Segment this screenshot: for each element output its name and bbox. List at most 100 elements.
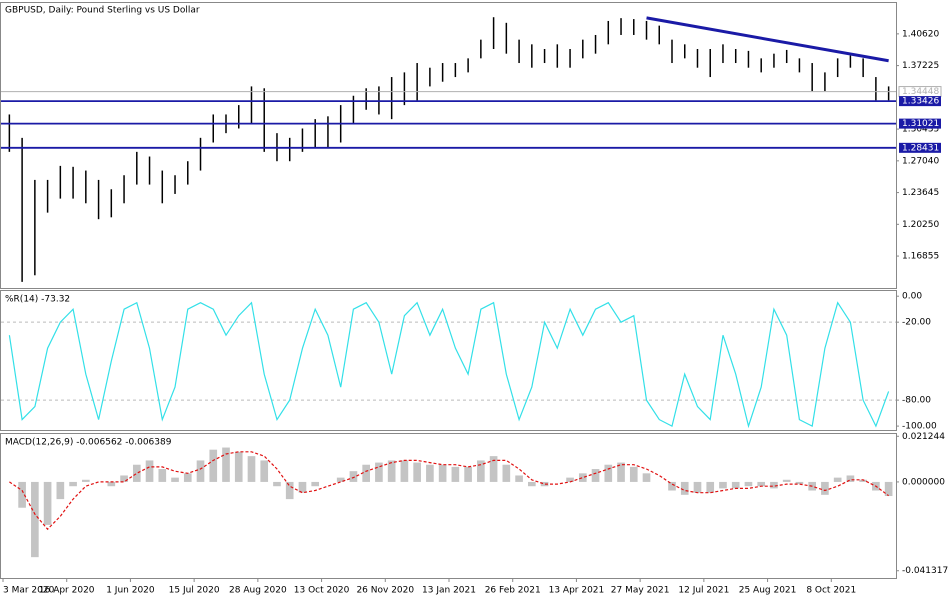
- level-label: 1.31021: [902, 119, 939, 129]
- macd-bar: [196, 460, 205, 482]
- macd-bar: [362, 464, 370, 482]
- x-tick-label: 26 Feb 2021: [485, 586, 541, 596]
- macd-bar: [209, 449, 218, 482]
- macd-bar: [298, 481, 307, 493]
- x-tick-label: 13 Oct 2020: [294, 586, 350, 596]
- macd-bar: [43, 481, 52, 525]
- x-tick-label: 28 Aug 2020: [229, 586, 287, 596]
- level-box: [899, 142, 941, 153]
- level-label: 1.33426: [902, 97, 939, 107]
- x-tick-label: 25 Aug 2021: [739, 586, 797, 596]
- y-tick-label: 1.30435: [902, 125, 939, 135]
- macd-bar: [375, 462, 383, 482]
- macd-bar: [515, 475, 523, 482]
- macd-bar: [528, 481, 536, 487]
- macd-bar: [731, 481, 740, 489]
- wpr-title: %R(14) -73.32: [5, 295, 70, 305]
- macd-bar: [604, 464, 613, 482]
- macd-bar: [566, 477, 574, 482]
- y-tick-label: -80.00: [902, 396, 931, 406]
- macd-bar: [273, 481, 281, 487]
- y-tick-label: 1.20250: [902, 220, 939, 230]
- macd-bar: [833, 477, 842, 482]
- x-tick-label: 16 Apr 2020: [39, 586, 95, 596]
- macd-bar: [438, 464, 447, 482]
- macd-bar: [107, 481, 116, 487]
- macd-bar: [477, 460, 485, 482]
- level-label: 1.28431: [902, 143, 939, 153]
- price-panel: [0, 2, 897, 289]
- macd-bar: [56, 481, 65, 500]
- y-tick-label: 0.00: [902, 292, 922, 302]
- y-tick-label: 1.40620: [902, 29, 939, 39]
- macd-bar: [247, 456, 256, 482]
- macd-bar: [757, 481, 766, 487]
- current-price-label: 1.34448: [902, 87, 939, 97]
- macd-bar: [719, 481, 727, 489]
- macd-bar: [502, 464, 511, 482]
- macd-bar: [884, 481, 893, 497]
- macd-title: MACD(12,26,9) -0.006562 -0.006389: [5, 438, 172, 448]
- macd-bar: [158, 469, 167, 482]
- y-tick-label: 1.37225: [902, 61, 939, 71]
- x-tick-label: 26 Nov 2020: [356, 586, 414, 596]
- macd-bar: [642, 473, 651, 482]
- x-tick-label: 15 Jul 2020: [169, 586, 220, 596]
- macd-bar: [145, 460, 154, 482]
- macd-bar: [400, 460, 409, 482]
- macd-bar: [706, 481, 715, 493]
- macd-bar: [183, 473, 192, 482]
- macd-bar: [540, 481, 549, 487]
- x-tick-label: 1 Jun 2020: [106, 586, 155, 596]
- macd-bar: [578, 473, 587, 482]
- y-tick-label: 1.23645: [902, 188, 939, 198]
- y-tick-label: -0.041317: [902, 566, 948, 576]
- macd-bar: [680, 481, 689, 495]
- macd-bar: [132, 464, 141, 482]
- x-tick-label: 13 Apr 2021: [549, 586, 605, 596]
- macd-bar: [591, 469, 600, 482]
- y-tick-label: 1.27040: [902, 156, 939, 166]
- macd-bar: [629, 466, 638, 482]
- x-tick-label: 8 Oct 2021: [806, 586, 856, 596]
- x-tick-label: 3 Mar 2020: [3, 586, 55, 596]
- macd-bar: [795, 481, 804, 485]
- wpr-panel: [0, 290, 897, 431]
- macd-bar: [18, 481, 26, 508]
- macd-bar: [387, 460, 396, 482]
- macd-bar: [349, 471, 358, 482]
- macd-bar: [413, 462, 421, 482]
- level-box: [899, 96, 941, 107]
- y-tick-label: -20.00: [902, 318, 931, 328]
- x-tick-label: 13 Jan 2021: [422, 586, 476, 596]
- macd-bar: [782, 479, 791, 482]
- trendline: [646, 16, 889, 63]
- macd-bar: [668, 481, 676, 491]
- macd-bar: [222, 447, 230, 482]
- macd-bar: [82, 479, 90, 482]
- macd-bar: [311, 481, 320, 487]
- macd-bar: [859, 479, 867, 482]
- macd-bar: [770, 481, 778, 489]
- macd-bar: [744, 481, 753, 487]
- macd-bar: [285, 481, 294, 500]
- macd-bar: [260, 460, 269, 482]
- macd-bar: [464, 466, 472, 482]
- chart-title: GBPUSD, Daily: Pound Sterling vs US Doll…: [5, 6, 200, 16]
- macd-bar: [821, 481, 829, 495]
- y-tick-label: 0.021244: [902, 432, 945, 442]
- background: [0, 0, 897, 599]
- y-tick-label: 0.000000: [902, 477, 945, 487]
- x-tick-label: 12 Jul 2021: [678, 586, 729, 596]
- macd-bar: [426, 464, 434, 482]
- macd-bar: [336, 477, 345, 482]
- wpr-line: [8, 301, 890, 429]
- macd-bar: [31, 481, 39, 558]
- macd-bar: [171, 477, 179, 482]
- macd-bar: [234, 451, 243, 482]
- y-tick-label: -100.00: [902, 422, 937, 432]
- macd-bar: [69, 481, 77, 487]
- macd-bar: [846, 475, 855, 482]
- macd-bar: [120, 475, 128, 482]
